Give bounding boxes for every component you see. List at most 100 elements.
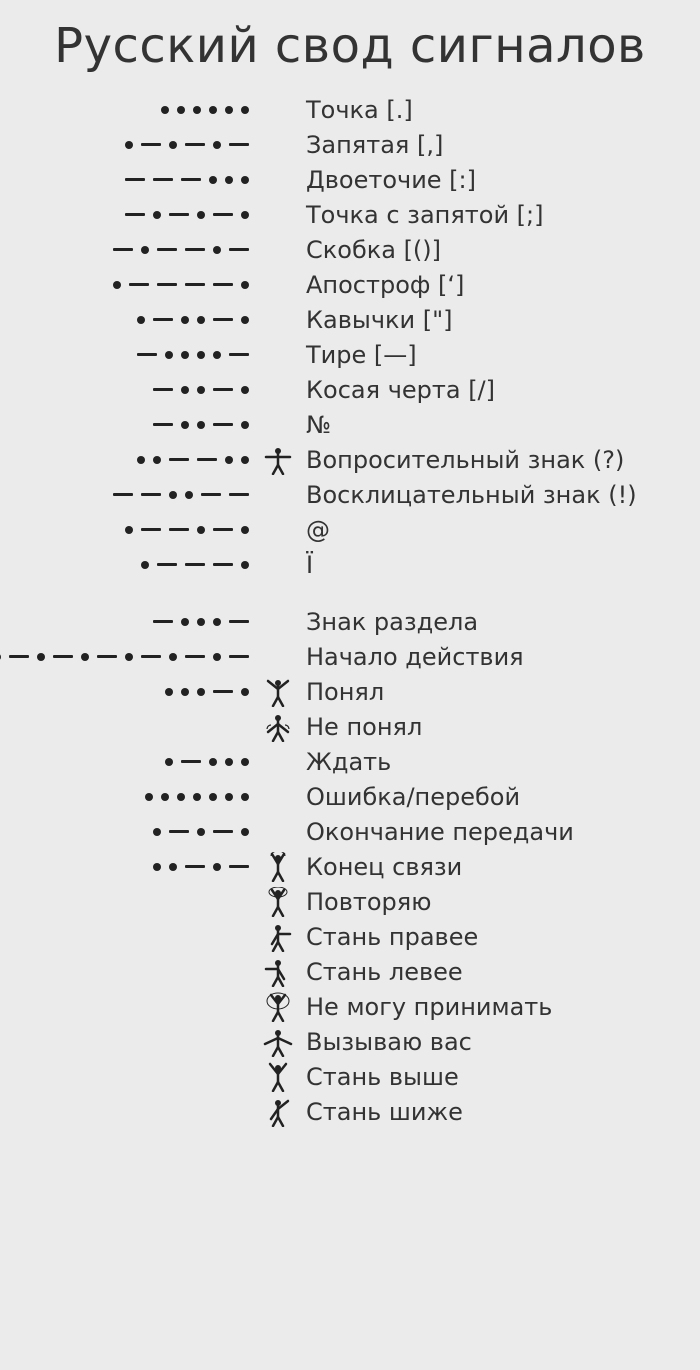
cell-semaphore xyxy=(255,712,300,742)
morse-code xyxy=(125,211,249,219)
table-row: Ошибка/перебой xyxy=(20,779,680,814)
table-row: Скобка [()] xyxy=(20,232,680,267)
morse-code xyxy=(165,688,249,696)
table-row: Стань левее xyxy=(20,954,680,989)
morse-dot xyxy=(161,106,169,114)
morse-dash xyxy=(197,458,217,461)
morse-dash xyxy=(157,563,177,566)
signal-label: Точка с запятой [;] xyxy=(300,201,680,229)
morse-dot xyxy=(197,828,205,836)
morse-dot xyxy=(125,141,133,149)
morse-dash xyxy=(153,318,173,321)
morse-dot xyxy=(197,688,205,696)
morse-dot xyxy=(225,106,233,114)
table-row: Ї xyxy=(20,547,680,582)
signal-label: Стань шиже xyxy=(300,1098,680,1126)
morse-dot xyxy=(241,793,249,801)
cell-morse xyxy=(20,491,255,499)
morse-dash xyxy=(213,563,233,566)
morse-dash xyxy=(213,318,233,321)
table-row: Стань выше xyxy=(20,1059,680,1094)
semaphore-left-out-icon xyxy=(263,957,293,987)
cell-morse xyxy=(20,863,255,871)
morse-dot xyxy=(225,758,233,766)
morse-dash xyxy=(229,248,249,251)
morse-dot xyxy=(141,561,149,569)
morse-dash xyxy=(169,830,189,833)
morse-dash xyxy=(169,213,189,216)
morse-dot xyxy=(225,793,233,801)
morse-dash xyxy=(169,528,189,531)
morse-dot xyxy=(181,421,189,429)
morse-dot xyxy=(177,793,185,801)
semaphore-arms-spread-icon xyxy=(263,1027,293,1057)
morse-dot xyxy=(169,491,177,499)
morse-dot xyxy=(165,351,173,359)
morse-code xyxy=(153,386,249,394)
cell-semaphore xyxy=(255,1062,300,1092)
cell-morse xyxy=(20,456,255,464)
morse-dash xyxy=(9,655,29,658)
morse-code xyxy=(125,526,249,534)
signal-label: Двоеточие [:] xyxy=(300,166,680,194)
morse-dot xyxy=(185,491,193,499)
morse-dot xyxy=(197,211,205,219)
morse-dot xyxy=(209,793,217,801)
semaphore-up-diag-icon xyxy=(263,677,293,707)
morse-dash xyxy=(169,458,189,461)
morse-code xyxy=(153,828,249,836)
morse-dot xyxy=(209,106,217,114)
cell-semaphore xyxy=(255,922,300,952)
morse-dash xyxy=(125,178,145,181)
cell-morse xyxy=(20,211,255,219)
morse-dash xyxy=(141,493,161,496)
morse-dash xyxy=(185,248,205,251)
signal-label: Апостроф [‘] xyxy=(300,271,680,299)
signal-label: Запятая [,] xyxy=(300,131,680,159)
morse-dash xyxy=(213,690,233,693)
group-gap xyxy=(20,582,680,604)
morse-dot xyxy=(177,106,185,114)
morse-dot xyxy=(181,688,189,696)
signal-label: Точка [.] xyxy=(300,96,680,124)
cell-morse xyxy=(20,386,255,394)
morse-code xyxy=(125,141,249,149)
semaphore-wave-down-icon xyxy=(263,712,293,742)
table-row: № xyxy=(20,407,680,442)
signal-label: Понял xyxy=(300,678,680,706)
morse-dash xyxy=(157,283,177,286)
signal-label: Кавычки ["] xyxy=(300,306,680,334)
semaphore-both-up-icon xyxy=(263,852,293,882)
morse-dash xyxy=(229,493,249,496)
cell-morse xyxy=(20,246,255,254)
cell-morse xyxy=(20,141,255,149)
table-row: Знак раздела xyxy=(20,604,680,639)
morse-dot xyxy=(165,758,173,766)
semaphore-out-out-icon xyxy=(263,445,293,475)
morse-dot xyxy=(137,456,145,464)
cell-morse xyxy=(20,316,255,324)
table-row: Не понял xyxy=(20,709,680,744)
morse-dot xyxy=(181,386,189,394)
morse-dash xyxy=(185,563,205,566)
cell-morse xyxy=(20,618,255,626)
morse-dot xyxy=(241,106,249,114)
morse-dot xyxy=(113,281,121,289)
table-row: Вызываю вас xyxy=(20,1024,680,1059)
morse-dot xyxy=(125,526,133,534)
morse-dash xyxy=(181,760,201,763)
morse-dash xyxy=(229,620,249,623)
morse-dash xyxy=(185,655,205,658)
signal-label: Не могу принимать xyxy=(300,993,680,1021)
signal-label: Не понял xyxy=(300,713,680,741)
cell-semaphore xyxy=(255,887,300,917)
morse-dash xyxy=(213,388,233,391)
morse-dot xyxy=(241,316,249,324)
morse-dot xyxy=(197,526,205,534)
morse-dot xyxy=(37,653,45,661)
semaphore-one-diag-icon xyxy=(263,1097,293,1127)
table-row: Стань правее xyxy=(20,919,680,954)
signal-label: Стань левее xyxy=(300,958,680,986)
morse-dash xyxy=(229,353,249,356)
signal-label: Косая черта [/] xyxy=(300,376,680,404)
